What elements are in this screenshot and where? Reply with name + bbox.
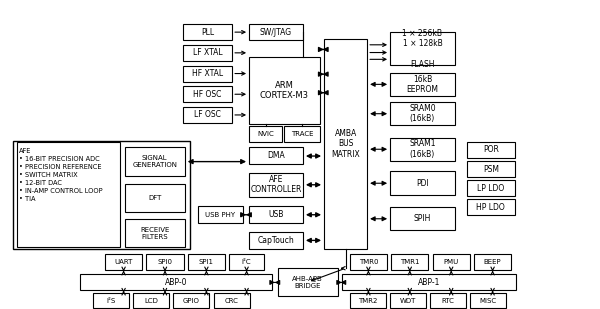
Text: TMR1: TMR1 xyxy=(400,259,419,265)
FancyBboxPatch shape xyxy=(249,173,303,197)
Text: UART: UART xyxy=(115,259,133,265)
FancyBboxPatch shape xyxy=(467,180,515,196)
Text: NVIC: NVIC xyxy=(257,131,274,137)
Text: ABP-0: ABP-0 xyxy=(164,278,187,287)
FancyBboxPatch shape xyxy=(183,86,232,102)
FancyBboxPatch shape xyxy=(93,293,129,308)
FancyBboxPatch shape xyxy=(350,293,386,308)
FancyBboxPatch shape xyxy=(105,254,142,270)
FancyBboxPatch shape xyxy=(125,147,185,176)
Text: HP LDO: HP LDO xyxy=(476,202,505,212)
FancyBboxPatch shape xyxy=(474,254,511,270)
FancyBboxPatch shape xyxy=(467,142,515,158)
Text: LF XTAL: LF XTAL xyxy=(193,48,223,57)
Text: HF XTAL: HF XTAL xyxy=(192,69,223,78)
FancyBboxPatch shape xyxy=(342,274,516,290)
FancyBboxPatch shape xyxy=(198,206,243,223)
FancyBboxPatch shape xyxy=(390,102,455,125)
Text: AHB-APB
BRIDGE: AHB-APB BRIDGE xyxy=(292,276,323,289)
Text: SPI0: SPI0 xyxy=(157,259,173,265)
Text: LP LDO: LP LDO xyxy=(477,184,505,193)
FancyBboxPatch shape xyxy=(278,268,338,296)
FancyBboxPatch shape xyxy=(390,171,455,195)
FancyBboxPatch shape xyxy=(249,206,303,223)
FancyBboxPatch shape xyxy=(173,293,209,308)
Text: DFT: DFT xyxy=(148,195,161,201)
Text: CRC: CRC xyxy=(224,298,239,304)
FancyBboxPatch shape xyxy=(390,207,455,230)
FancyBboxPatch shape xyxy=(350,254,387,270)
FancyBboxPatch shape xyxy=(284,126,320,142)
FancyBboxPatch shape xyxy=(390,138,455,161)
Text: TMR0: TMR0 xyxy=(359,259,378,265)
FancyBboxPatch shape xyxy=(188,254,225,270)
Text: PMU: PMU xyxy=(443,259,459,265)
FancyBboxPatch shape xyxy=(133,293,169,308)
Text: RTC: RTC xyxy=(442,298,455,304)
FancyBboxPatch shape xyxy=(17,142,120,247)
Text: SPIH: SPIH xyxy=(414,214,431,223)
FancyBboxPatch shape xyxy=(470,293,506,308)
Text: ARM
CORTEX-M3: ARM CORTEX-M3 xyxy=(260,81,309,100)
FancyBboxPatch shape xyxy=(229,254,264,270)
Text: CapTouch: CapTouch xyxy=(257,236,295,245)
Text: PSM: PSM xyxy=(483,164,499,174)
FancyBboxPatch shape xyxy=(183,66,232,82)
Text: MISC: MISC xyxy=(480,298,497,304)
FancyBboxPatch shape xyxy=(467,161,515,177)
FancyBboxPatch shape xyxy=(391,254,428,270)
Text: HF OSC: HF OSC xyxy=(193,90,222,99)
FancyBboxPatch shape xyxy=(467,199,515,215)
FancyBboxPatch shape xyxy=(249,57,320,124)
Text: PLL: PLL xyxy=(201,28,214,37)
Text: DMA: DMA xyxy=(267,151,285,160)
Text: TMR2: TMR2 xyxy=(358,298,377,304)
FancyBboxPatch shape xyxy=(433,254,470,270)
Text: 16kB
EEPROM: 16kB EEPROM xyxy=(406,74,439,94)
Text: ABP-1: ABP-1 xyxy=(418,278,440,287)
FancyBboxPatch shape xyxy=(125,184,185,212)
FancyBboxPatch shape xyxy=(390,32,455,65)
FancyBboxPatch shape xyxy=(125,219,185,247)
Text: PDI: PDI xyxy=(416,179,429,188)
FancyBboxPatch shape xyxy=(146,254,184,270)
Text: I²C: I²C xyxy=(242,259,251,265)
FancyBboxPatch shape xyxy=(214,293,250,308)
Text: TRACE: TRACE xyxy=(291,131,313,137)
Text: USB PHY: USB PHY xyxy=(205,212,236,218)
FancyBboxPatch shape xyxy=(324,39,367,249)
Text: SIGNAL
GENERATION: SIGNAL GENERATION xyxy=(133,155,178,168)
FancyBboxPatch shape xyxy=(390,73,455,96)
FancyBboxPatch shape xyxy=(390,293,426,308)
Text: AMBA
BUS
MATRIX: AMBA BUS MATRIX xyxy=(331,129,360,159)
Text: LF OSC: LF OSC xyxy=(194,110,221,120)
Text: WDT: WDT xyxy=(400,298,416,304)
FancyBboxPatch shape xyxy=(249,24,303,40)
FancyBboxPatch shape xyxy=(249,232,303,249)
Text: GPIO: GPIO xyxy=(183,298,200,304)
Text: POR: POR xyxy=(483,145,499,154)
FancyBboxPatch shape xyxy=(183,107,232,123)
Text: SPI1: SPI1 xyxy=(199,259,214,265)
Text: 1 × 256kB
1 × 128kB

FLASH: 1 × 256kB 1 × 128kB FLASH xyxy=(403,28,442,69)
FancyBboxPatch shape xyxy=(183,24,232,40)
Text: AFE
• 16-BIT PRECISION ADC
• PRECISION REFERENCE
• SWITCH MATRIX
• 12-BIT DAC
• : AFE • 16-BIT PRECISION ADC • PRECISION R… xyxy=(19,148,103,202)
FancyBboxPatch shape xyxy=(183,45,232,61)
Text: RECEIVE
FILTERS: RECEIVE FILTERS xyxy=(140,227,169,240)
Text: USB: USB xyxy=(268,210,284,219)
Text: LCD: LCD xyxy=(144,298,158,304)
Text: BEEP: BEEP xyxy=(484,259,502,265)
FancyBboxPatch shape xyxy=(430,293,466,308)
FancyBboxPatch shape xyxy=(13,141,190,249)
Text: AFE
CONTROLLER: AFE CONTROLLER xyxy=(250,175,302,194)
FancyBboxPatch shape xyxy=(249,147,303,164)
FancyBboxPatch shape xyxy=(80,274,272,290)
Text: I²S: I²S xyxy=(106,298,116,304)
Text: SRAM0
(16kB): SRAM0 (16kB) xyxy=(409,104,436,123)
Text: SW/JTAG: SW/JTAG xyxy=(260,28,292,37)
Text: SRAM1
(16kB): SRAM1 (16kB) xyxy=(409,139,436,159)
FancyBboxPatch shape xyxy=(249,126,282,142)
